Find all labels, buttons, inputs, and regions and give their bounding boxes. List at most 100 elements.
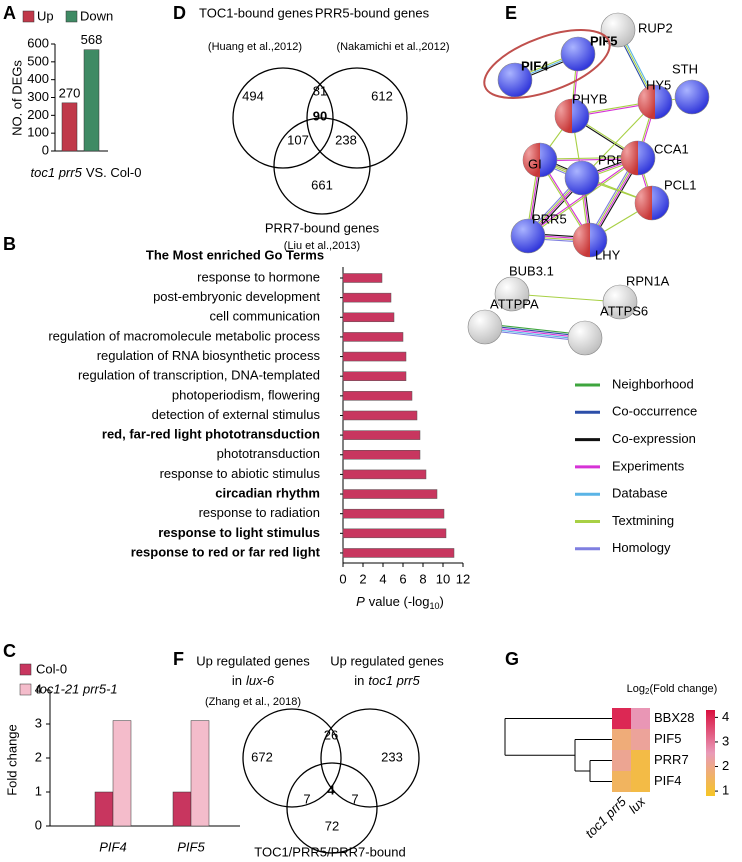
node-label: RUP2 [638, 20, 673, 35]
node-label: ATTPPA [490, 296, 539, 311]
legend-label: Database [612, 486, 668, 501]
x-axis-label: toc1 prr5 VS. Col-0 [31, 165, 142, 180]
subtitle-text: in [232, 673, 242, 688]
y-tick-label: 300 [27, 89, 49, 104]
x-label-text: value (-log [369, 594, 430, 609]
category-label: response to hormone [197, 269, 320, 284]
region-count: 612 [371, 88, 393, 103]
category-label: response to red or far red light [131, 544, 321, 559]
x-tick-label: 0 [339, 571, 346, 586]
node-label: PHYB [572, 91, 607, 106]
column-label: toc1 prr5 [582, 793, 629, 840]
x-tick-label: 6 [399, 571, 406, 586]
y-tick-label: 500 [27, 53, 49, 68]
bar [83, 49, 100, 152]
network-edge [581, 101, 656, 179]
legend-label: toc1-21 prr5-1 [36, 681, 118, 696]
colorbar [706, 710, 715, 796]
heatmap-cell [631, 771, 650, 792]
legend-swatch [65, 10, 78, 23]
node-half [638, 85, 655, 119]
legend-label: Co-expression [612, 431, 696, 446]
row-label: PIF4 [654, 773, 681, 788]
category-label: cell communication [209, 309, 320, 324]
node-label: CCA1 [654, 141, 689, 156]
bar [94, 791, 114, 827]
venn-circle [320, 708, 420, 808]
legend-label: Col-0 [36, 661, 67, 676]
bar [342, 450, 421, 460]
heatmap-cell [612, 708, 631, 729]
network-edge [511, 293, 621, 303]
x-tick-label: 12 [456, 571, 470, 586]
bar [342, 351, 407, 362]
bar [61, 102, 78, 152]
y-tick-label: 2 [35, 749, 42, 764]
set-subtitle: in lux-6 [232, 673, 275, 688]
bar [342, 332, 404, 342]
set-name: TOC1/PRR5/PRR7-bound [254, 844, 406, 859]
set-reference: (Nakamichi et al.,2012) [336, 41, 449, 53]
set-name: Up regulated genes [196, 653, 310, 668]
y-tick-label: 0 [35, 817, 42, 832]
x-label-text: VS. Col-0 [86, 165, 142, 180]
network-node [564, 160, 600, 196]
node-half [555, 99, 572, 133]
y-tick-label: 600 [27, 35, 49, 50]
bar [342, 548, 455, 558]
colorbar-tick-label: 1 [722, 783, 729, 798]
title-sub: 2 [645, 687, 650, 696]
venn-circle [242, 708, 342, 808]
node-label: RPN1A [626, 273, 670, 288]
category-label: phototransduction [217, 446, 320, 461]
value-label: 270 [59, 85, 81, 100]
x-label-sub: 10 [430, 601, 440, 611]
chart-title: The Most enriched Go Terms [146, 247, 324, 262]
bar [342, 273, 383, 283]
x-tick-label: 10 [436, 571, 450, 586]
region-count: 107 [287, 132, 309, 147]
node-label: PIF4 [521, 58, 549, 73]
legend-label: Co-occurrence [612, 404, 697, 419]
node-label: BUB3.1 [509, 263, 554, 278]
network-node [567, 320, 603, 356]
node-label: ATTPS6 [600, 303, 648, 318]
region-count: 494 [242, 88, 264, 103]
category-label: response to radiation [199, 505, 320, 520]
panel-label: C [3, 641, 16, 661]
y-tick-label: 0 [42, 142, 49, 157]
bar [342, 312, 395, 323]
bar [342, 528, 447, 539]
region-count: 72 [325, 818, 339, 833]
legend-label: Experiments [612, 458, 685, 473]
node-half [523, 143, 540, 177]
y-tick-label: 400 [27, 71, 49, 86]
legend-swatch [19, 663, 32, 676]
heatmap-cell [612, 729, 631, 750]
bar [342, 469, 427, 480]
category-label: response to abiotic stimulus [160, 466, 321, 481]
category-label: photoperiodism, flowering [172, 387, 320, 402]
category-label: regulation of macromolecule metabolic pr… [48, 328, 320, 343]
heatmap-cell [631, 708, 650, 729]
network-node [602, 284, 638, 320]
category-label: response to light stimulus [158, 525, 320, 540]
subtitle-italic: lux-6 [246, 673, 275, 688]
subtitle-italic: toc1 prr5 [368, 673, 420, 688]
bar [342, 489, 438, 499]
venn-circle [273, 117, 371, 215]
x-tick-label: 8 [419, 571, 426, 586]
legend-label: Textmining [612, 513, 674, 528]
column-label: lux [626, 794, 649, 817]
title-end: (Fold change) [649, 683, 717, 695]
set-reference: (Zhang et al., 2018) [205, 696, 301, 708]
set-reference: (Huang et al.,2012) [208, 41, 302, 53]
x-label-end: ) [440, 594, 444, 609]
region-count: 7 [351, 791, 358, 806]
venn-circle [306, 67, 408, 169]
heatmap-cell [612, 771, 631, 792]
network-node [600, 12, 636, 48]
region-count: 233 [381, 749, 403, 764]
legend-label: Homology [612, 540, 671, 555]
